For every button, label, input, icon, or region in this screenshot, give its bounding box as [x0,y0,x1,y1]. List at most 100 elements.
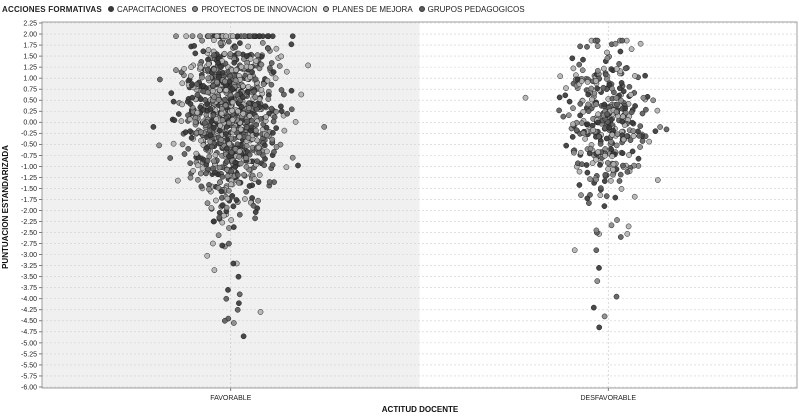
data-point [557,73,564,80]
data-point [187,128,193,135]
data-point [223,158,230,165]
data-point [612,40,619,47]
data-point [204,89,211,96]
data-point [596,324,603,331]
data-point [571,247,578,254]
data-point [594,67,601,74]
data-point [185,145,192,152]
data-point [596,265,602,271]
data-point [230,126,237,133]
y-tick-label: 0.00 [23,120,37,127]
data-point [622,65,629,72]
data-point [236,148,243,155]
data-point [197,96,204,103]
data-point [601,101,608,108]
data-point [213,197,219,204]
data-point [606,81,613,88]
data-point [198,137,204,144]
data-point [194,162,201,169]
y-tick-label: 0.75 [23,87,37,94]
data-point [614,217,620,223]
data-point [216,164,223,171]
data-point [217,122,224,129]
data-point [230,224,237,230]
data-point [262,103,269,110]
data-point [264,77,271,84]
axes: 2.25 2.00 1.75 1.50 1.25 1.00 0.75 0.50 0.25 0.00… [21,20,798,402]
data-point [223,33,229,40]
data-point [243,143,250,149]
data-point [250,202,257,209]
data-point [278,87,285,93]
data-point [556,94,563,101]
data-point [642,72,648,79]
data-point [579,161,585,168]
data-point [217,179,223,186]
data-point [593,176,599,183]
data-point [604,49,610,56]
data-point [204,157,211,164]
data-point [259,40,266,46]
data-point [207,106,214,112]
data-point [247,127,254,134]
data-point [231,59,238,66]
data-point [189,94,196,101]
data-point [597,192,604,199]
data-point [610,166,616,173]
data-point [219,173,226,180]
data-point [269,162,276,168]
data-point [247,56,254,62]
data-point [230,260,237,267]
data-point [175,111,182,117]
data-point [595,119,601,126]
data-point [622,105,629,112]
data-point [178,118,185,124]
data-point [576,168,583,175]
data-point [271,149,277,155]
data-point [618,80,625,86]
y-tick-label: -4.25 [21,307,37,314]
data-point [223,204,230,211]
data-point [192,119,199,126]
y-tick-label: 1.25 [23,65,37,72]
data-point [167,155,174,161]
data-point [289,154,296,161]
data-point [617,48,624,55]
data-point [208,205,215,211]
data-point [187,73,194,79]
data-point [188,135,195,141]
data-point [236,291,243,298]
data-point [228,168,234,175]
data-point [269,33,276,40]
data-point [619,118,626,125]
data-point [626,152,632,158]
data-point [276,63,283,69]
data-point [272,75,279,82]
data-point [229,107,235,114]
data-point [663,126,670,133]
data-point [223,295,230,302]
data-point [228,149,235,156]
data-point [173,67,179,73]
y-tick-label: 2.00 [23,31,37,38]
data-point [605,166,611,172]
data-point [251,176,258,182]
data-point [194,109,201,116]
data-point [210,218,217,225]
legend-label: GRUPOS PEDAGOGICOS [427,4,525,14]
y-tick-label: -4.50 [21,318,37,325]
data-point [192,50,199,57]
data-point [267,65,273,71]
data-point [273,125,280,131]
data-point [187,116,193,123]
data-point [232,77,239,84]
data-point [181,151,188,157]
data-point [223,145,230,152]
data-point [640,94,647,101]
data-point [632,73,638,79]
data-point [635,155,642,162]
data-point [243,155,249,161]
data-point [268,105,275,112]
data-point [188,64,194,71]
